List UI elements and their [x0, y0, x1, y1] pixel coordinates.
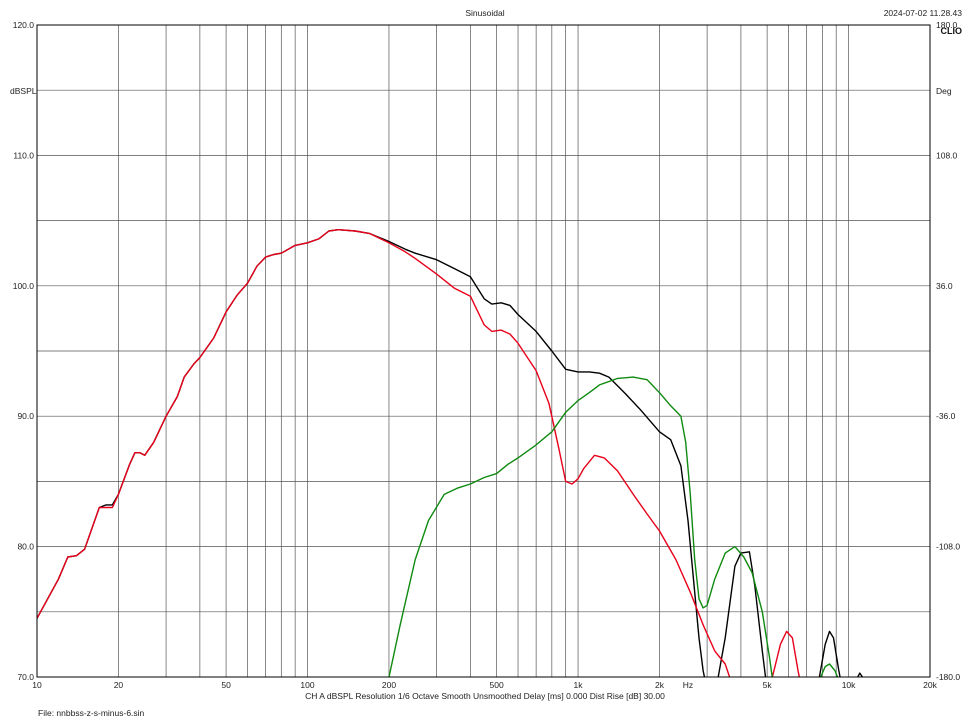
y-tick-label: 120.0: [13, 20, 35, 30]
series-line-3: [388, 376, 839, 677]
chart-grid: [37, 25, 930, 677]
y-tick-label: 110.0: [13, 150, 34, 160]
y2-tick-label: -180.0: [936, 672, 960, 682]
y2-tick-label: 180.0: [936, 20, 958, 30]
x-tick-label: 200: [382, 680, 396, 690]
x-axis-unit: Hz: [683, 680, 693, 690]
y-axis-label: dBSPL: [10, 86, 37, 96]
y2-tick-label: -36.0: [936, 411, 956, 421]
measurement-settings: CH A dBSPL Resolution 1/6 Octave Smooth …: [305, 691, 665, 701]
x-tick-label: 500: [490, 680, 504, 690]
chart-ticks: 10 20 50 100 200 500 1k 2k 5k 10k 20k 70.0 80.0 90.0 1…: [13, 20, 961, 690]
y-tick-label: 70.0: [17, 672, 34, 682]
y2-axis-label: Deg: [936, 86, 952, 96]
x-tick-label: 100: [300, 680, 314, 690]
series-line-2: [37, 229, 801, 677]
chart-title: Sinusoidal: [465, 8, 505, 18]
y-tick-label: 90.0: [17, 411, 34, 421]
x-tick-label: 1k: [574, 680, 584, 690]
y-tick-label: 100.0: [13, 281, 35, 291]
y2-tick-label: 36.0: [936, 281, 953, 291]
x-tick-label: 10k: [842, 680, 856, 690]
timestamp: 2024-07-02 11.28.43: [883, 8, 962, 18]
chart-series: [37, 229, 864, 677]
x-tick-label: 5k: [763, 680, 773, 690]
file-name: File: nnbbss-z-s-minus-6.sin: [38, 708, 145, 718]
series-line-1: [37, 229, 864, 677]
x-tick-label: 20k: [923, 680, 937, 690]
y2-tick-label: -108.0: [936, 542, 960, 552]
brand-logo: CLIO: [940, 26, 963, 36]
x-tick-label: 50: [221, 680, 231, 690]
x-tick-label: 2k: [655, 680, 665, 690]
y2-tick-label: 108.0: [936, 150, 958, 160]
plot-frame: [36, 24, 931, 678]
x-tick-label: 20: [114, 680, 124, 690]
x-tick-label: 10: [32, 680, 42, 690]
y-tick-label: 80.0: [17, 542, 34, 552]
